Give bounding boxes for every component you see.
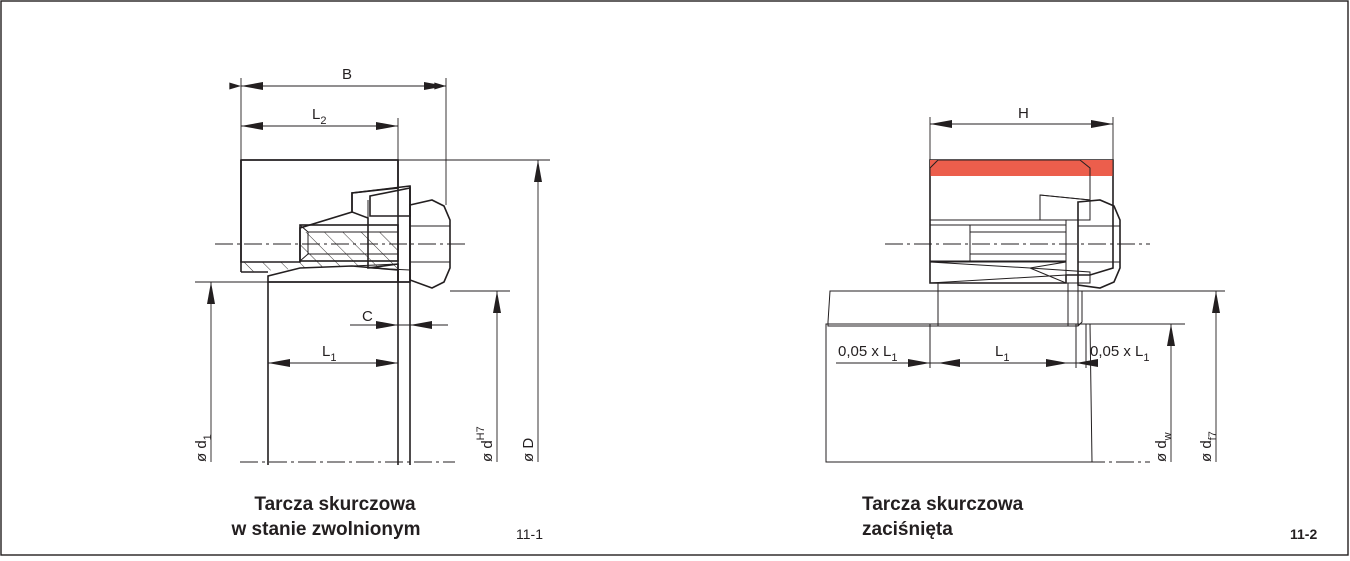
label-C: C	[362, 308, 373, 325]
label-L1: L1	[322, 343, 336, 364]
caption-right-line1: Tarcza skurczowa	[862, 494, 1024, 515]
label-dw: ø dw	[1153, 432, 1174, 462]
bolt	[299, 199, 451, 289]
figure-number-right: 11-2	[1290, 526, 1317, 542]
caption-left-line1: Tarcza skurczowa	[254, 494, 416, 515]
label-H: H	[1018, 105, 1029, 122]
label-B: B	[342, 66, 352, 83]
label-df7: ø df7	[1198, 431, 1219, 462]
label-dH7: ø dH7	[475, 426, 496, 462]
hub	[827, 290, 1083, 327]
shrink-disc	[929, 159, 1121, 289]
label-005L1-left: 0,05 x L1	[838, 343, 898, 364]
label-d1: ø d1	[193, 434, 214, 462]
caption-right-line2: zaciśnięta	[862, 519, 953, 540]
label-L1-right: L1	[995, 343, 1009, 364]
label-005L1-right: 0,05 x L1	[1090, 343, 1150, 364]
left-view-released: B L2 C L1 ø d1 ø dH7 ø D Tarcza skurczow…	[193, 66, 550, 542]
label-L2: L2	[312, 106, 326, 127]
right-view-clamped: H 0,05 x L1 L1 0,05 x L1 ø dw ø df7 Tarc…	[825, 105, 1317, 542]
figure-number-left: 11-1	[516, 526, 543, 542]
label-D: ø D	[520, 438, 537, 462]
caption-left-line2: w stanie zwolnionym	[231, 519, 421, 540]
